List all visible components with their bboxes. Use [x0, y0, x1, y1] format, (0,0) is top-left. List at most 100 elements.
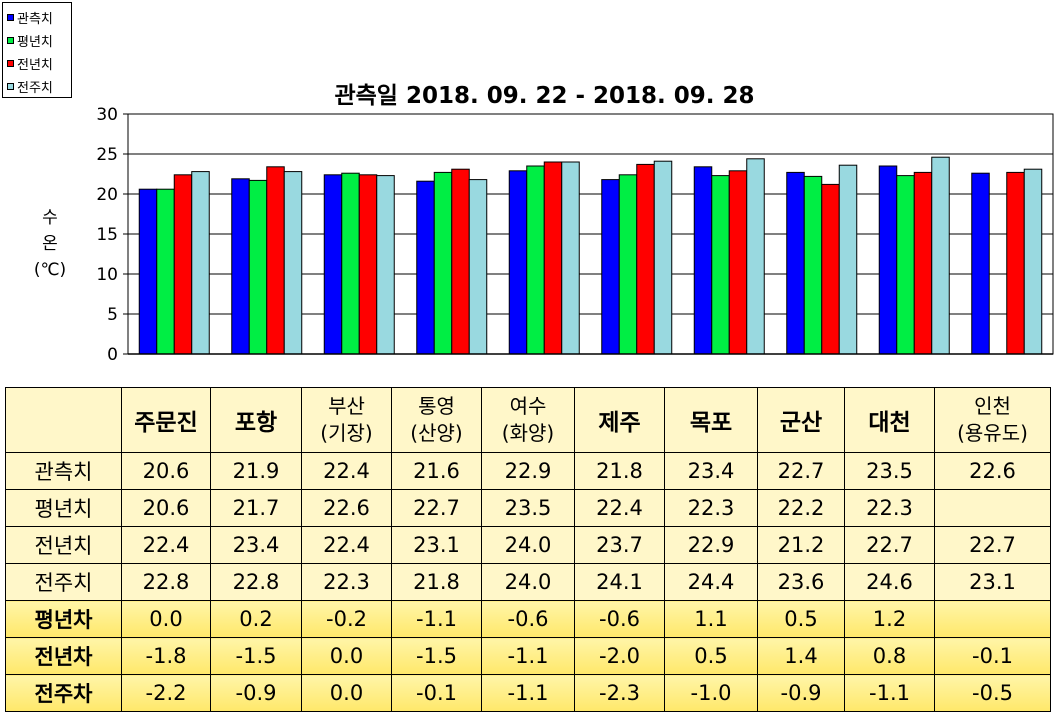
table-cell: 24.1 — [574, 563, 665, 601]
data-table: 주문진 포항 부산 (기장) 통영 (산양) 여수 (화양) 제주 목포 군산 대천 인천 (용유도) 관측… — [5, 387, 1051, 712]
legend-swatch — [7, 83, 14, 90]
table-cell: 20.6 — [121, 452, 211, 490]
bar — [283, 171, 303, 355]
bar — [543, 161, 563, 355]
table-cell: -0.5 — [934, 674, 1051, 712]
bar — [138, 188, 158, 355]
bar — [786, 171, 805, 355]
bar — [156, 188, 175, 355]
table-cell: 0.5 — [757, 600, 845, 638]
table-cell: 1.1 — [664, 600, 758, 638]
table-cell: -1.5 — [391, 637, 482, 675]
table-cell: -2.0 — [574, 637, 665, 675]
bar — [878, 165, 898, 355]
table-cell: -1.1 — [481, 674, 575, 712]
bar — [913, 171, 933, 355]
table-cell: 22.7 — [844, 526, 935, 564]
table-cell: -0.2 — [301, 600, 392, 638]
station-name: 대천 — [868, 410, 911, 436]
table-cell: 21.9 — [210, 452, 302, 490]
table-row: 전주치 22.8 22.8 22.3 21.8 24.0 24.1 24.4 23.6 24.6 2… — [5, 563, 1051, 601]
bar — [711, 175, 730, 355]
station-subname: (산양) — [410, 421, 463, 445]
table-cell: -1.1 — [844, 674, 935, 712]
table-cell: 22.4 — [121, 526, 211, 564]
table-cell: 21.8 — [391, 563, 482, 601]
table-row: 평년치 20.6 21.7 22.6 22.7 23.5 22.4 22.3 22.2 22.3 — [5, 489, 1051, 527]
bar — [508, 170, 528, 355]
table-cell: 1.4 — [757, 637, 845, 675]
table-cell: -1.8 — [121, 637, 211, 675]
station-subname: (화양) — [501, 421, 555, 445]
y-tick-label: 20 — [96, 185, 118, 205]
legend-swatch — [7, 14, 14, 21]
table-cell: 22.4 — [301, 526, 392, 564]
station-name: 주문진 — [134, 410, 198, 436]
y-tick-label: 0 — [107, 345, 118, 365]
legend-item: 평년치 — [7, 29, 71, 52]
table-cell: 24.4 — [664, 563, 758, 601]
table-cell: -2.3 — [574, 674, 665, 712]
station-header: 군산 — [757, 387, 845, 453]
bar — [971, 172, 990, 355]
legend-item: 관측치 — [7, 6, 71, 29]
y-axis-label-line: 수 — [42, 208, 58, 228]
y-axis-label-line: (℃) — [33, 260, 67, 280]
table-cell: 22.4 — [301, 452, 392, 490]
table-cell: -0.9 — [210, 674, 302, 712]
station-name: 제주 — [598, 410, 641, 436]
table-cell: 0.0 — [301, 674, 392, 712]
y-axis-label: 수 온 (℃) — [30, 205, 70, 283]
station-name: 군산 — [779, 410, 823, 436]
row-label: 전주차 — [5, 674, 122, 712]
legend-label: 전주치 — [17, 81, 53, 96]
station-subname: (용유도) — [957, 421, 1028, 445]
station-header: 통영 (산양) — [391, 387, 482, 453]
table-cell: 21.8 — [574, 452, 665, 490]
bar — [231, 178, 250, 355]
bar — [376, 175, 395, 355]
bar — [248, 179, 268, 355]
bar — [266, 166, 285, 355]
table-cell: 22.6 — [301, 489, 392, 527]
table-cell: 24.6 — [844, 563, 935, 601]
table-row: 전년차 -1.8 -1.5 0.0 -1.5 -1.1 -2.0 0.5 1.4 0.8 -0.1 — [5, 637, 1051, 675]
station-header: 인천 (용유도) — [934, 387, 1051, 453]
table-cell: 0.8 — [844, 637, 935, 675]
table-cell: 23.5 — [481, 489, 575, 527]
legend-item: 전주치 — [7, 75, 71, 98]
bar — [653, 160, 673, 355]
legend-item: 전년치 — [7, 52, 71, 75]
table-cell: 23.4 — [664, 452, 758, 490]
station-subname: (기장) — [320, 421, 373, 445]
bar — [358, 174, 378, 355]
table-cell: -0.9 — [757, 674, 845, 712]
table-cell: 20.6 — [121, 489, 211, 527]
table-cell: -1.5 — [210, 637, 302, 675]
station-name: 통영 — [418, 394, 455, 418]
bar — [173, 174, 193, 355]
bar — [468, 179, 488, 355]
row-label: 평년차 — [5, 600, 122, 638]
table-cell: -0.1 — [934, 637, 1051, 675]
table-corner-cell — [5, 387, 122, 453]
row-label: 전주치 — [5, 563, 122, 601]
table-cell: 0.0 — [301, 637, 392, 675]
table-cell: 22.2 — [757, 489, 845, 527]
table-row: 관측치 20.6 21.9 22.4 21.6 22.9 21.8 23.4 22.7 23.5 2… — [5, 452, 1051, 490]
y-axis-label-line: 온 — [42, 234, 58, 254]
table-cell: 22.7 — [391, 489, 482, 527]
bar — [341, 172, 360, 355]
station-name: 목포 — [689, 410, 733, 436]
table-cell: 23.6 — [757, 563, 845, 601]
station-header: 제주 — [574, 387, 665, 453]
table-cell: 22.7 — [934, 526, 1051, 564]
bar — [433, 171, 453, 355]
row-label: 평년치 — [5, 489, 122, 527]
station-name: 포항 — [234, 410, 278, 436]
y-tick-label: 25 — [96, 145, 118, 165]
bar — [561, 161, 580, 355]
table-cell: 23.1 — [391, 526, 482, 564]
station-header: 목포 — [664, 387, 758, 453]
